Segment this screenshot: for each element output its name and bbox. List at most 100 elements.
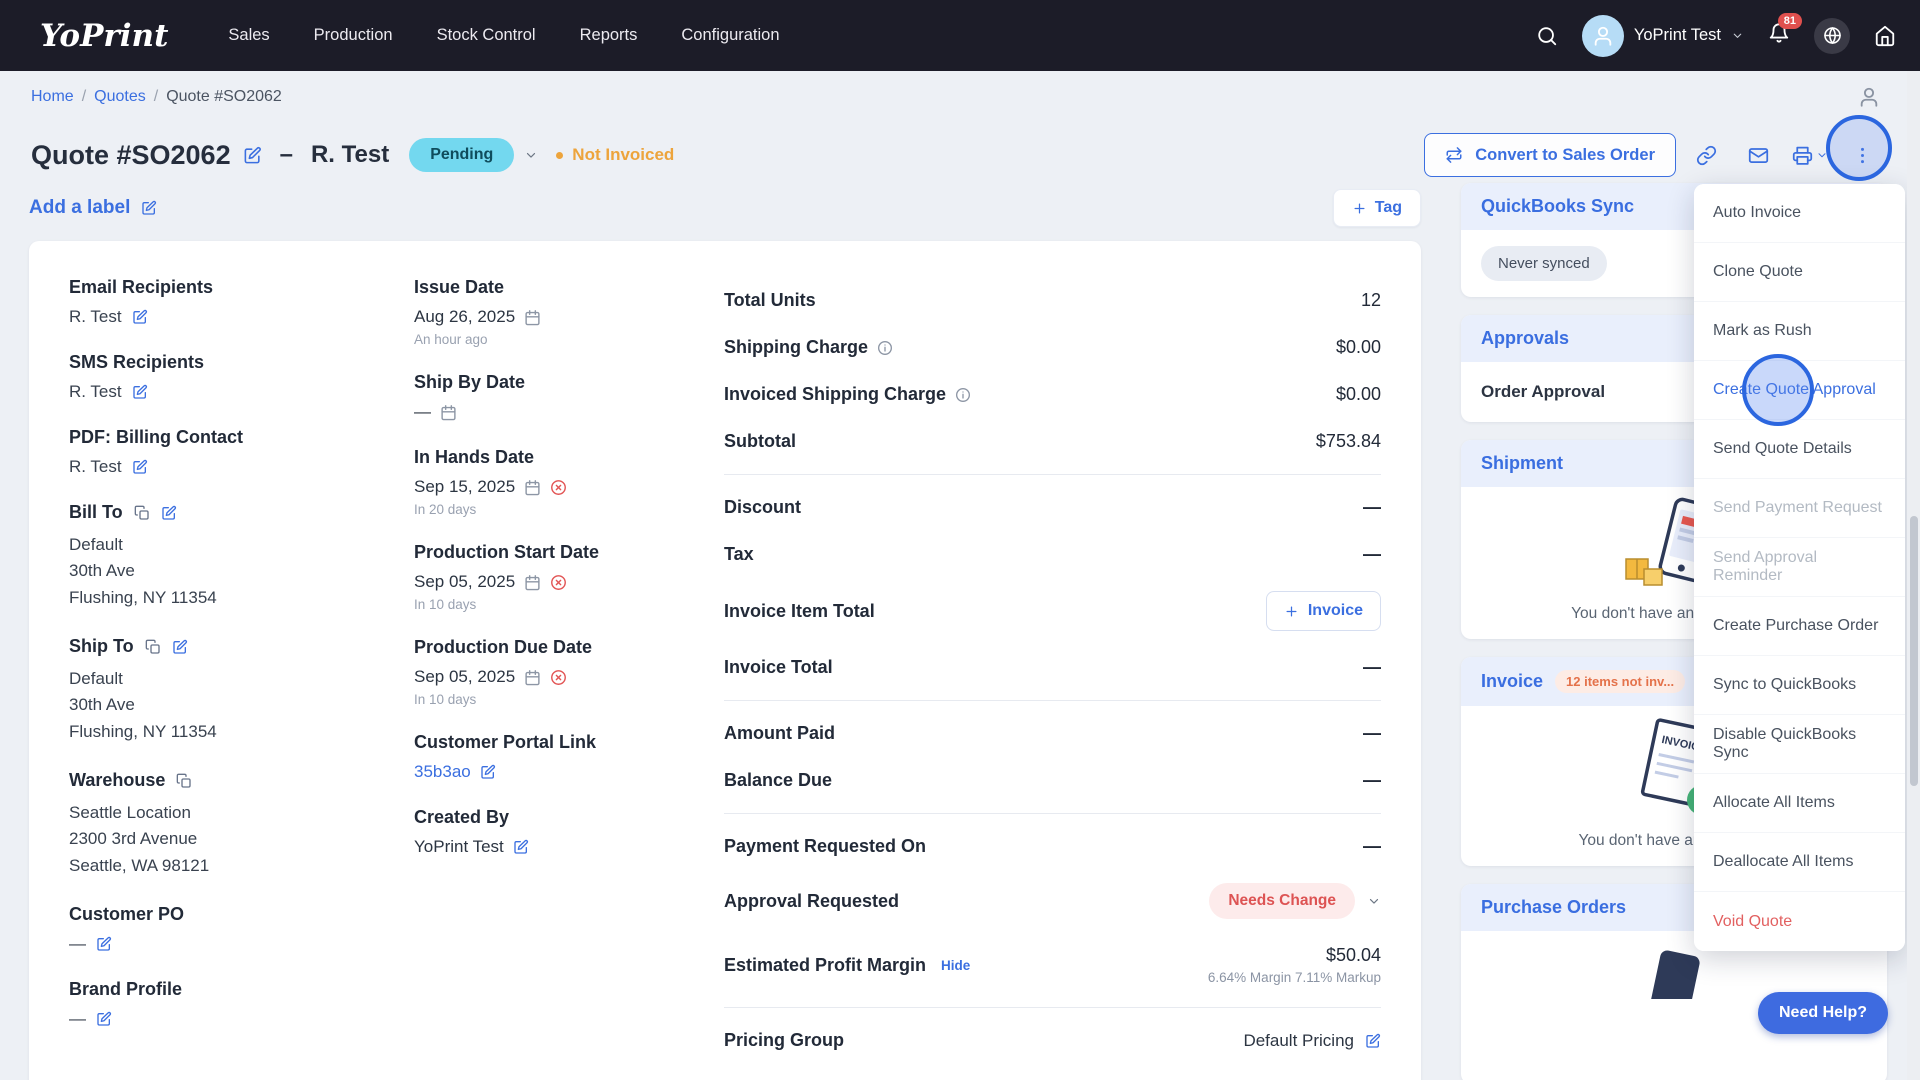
- needs-change-badge[interactable]: Needs Change: [1209, 883, 1355, 919]
- edit-ship-to-icon[interactable]: [172, 639, 188, 655]
- ship-by-date-calendar-icon[interactable]: [440, 404, 457, 421]
- add-tag-button[interactable]: Tag: [1332, 189, 1421, 227]
- production-due-calendar-icon[interactable]: [524, 669, 541, 686]
- balance-due-row: Balance Due —: [724, 757, 1381, 804]
- notifications-button[interactable]: 81: [1768, 13, 1802, 49]
- nav-configuration[interactable]: Configuration: [681, 26, 780, 44]
- copy-link-button[interactable]: [1684, 133, 1728, 177]
- production-due-date-label: Production Due Date: [414, 637, 593, 657]
- search-icon[interactable]: [1536, 25, 1558, 47]
- edit-customer-po-icon[interactable]: [96, 936, 112, 952]
- edit-email-recipients-icon[interactable]: [132, 309, 148, 325]
- in-hands-date-note: In 20 days: [414, 502, 477, 517]
- menu-item-create-quote-approval[interactable]: Create Quote Approval: [1694, 361, 1905, 420]
- more-actions-button[interactable]: [1840, 133, 1884, 177]
- globe-button[interactable]: [1814, 17, 1850, 54]
- menu-item-void-quote[interactable]: Void Quote: [1694, 892, 1905, 951]
- nav-sales[interactable]: Sales: [228, 26, 270, 44]
- contact-profile-icon[interactable]: [1858, 86, 1880, 108]
- edit-portal-link-icon[interactable]: [480, 764, 496, 780]
- need-help-button[interactable]: Need Help?: [1758, 992, 1889, 1034]
- add-invoice-button[interactable]: Invoice: [1265, 591, 1381, 631]
- payment-requested-value: —: [1363, 836, 1381, 856]
- production-start-calendar-icon[interactable]: [524, 574, 541, 591]
- edit-quote-title-icon[interactable]: [243, 146, 262, 165]
- pricing-group-row: Pricing Group Default Pricing: [724, 1017, 1381, 1064]
- menu-item-create-purchase-order[interactable]: Create Purchase Order: [1694, 597, 1905, 656]
- invoice-title: Invoice: [1481, 671, 1544, 691]
- edit-bill-to-icon[interactable]: [161, 505, 177, 521]
- ship-to-label: Ship To: [69, 636, 134, 657]
- balance-due-value: —: [1363, 770, 1381, 790]
- shipping-info-icon[interactable]: [877, 340, 893, 356]
- copy-ship-to-icon[interactable]: [145, 639, 161, 655]
- warehouse-line: Seattle Location: [69, 803, 191, 823]
- customer-portal-link[interactable]: 35b3ao: [414, 762, 471, 781]
- status-chevron-icon[interactable]: [524, 148, 538, 162]
- menu-item-auto-invoice[interactable]: Auto Invoice: [1694, 184, 1905, 243]
- copy-bill-to-icon[interactable]: [134, 505, 150, 521]
- menu-item-send-approval-reminder: Send Approval Reminder: [1694, 538, 1905, 597]
- edit-pdf-billing-contact-icon[interactable]: [132, 459, 148, 475]
- menu-item-disable-quickbooks-sync[interactable]: Disable QuickBooks Sync: [1694, 715, 1905, 774]
- plus-icon: [1352, 201, 1367, 216]
- warehouse-block: Warehouse Seattle Location 2300 3rd Aven…: [69, 770, 414, 879]
- invoiced-shipping-info-icon[interactable]: [955, 387, 971, 403]
- issue-date-value: Aug 26, 2025: [414, 307, 516, 326]
- clear-production-due-icon[interactable]: [550, 669, 567, 686]
- edit-pricing-group-icon[interactable]: [1365, 1033, 1381, 1049]
- approval-chevron-icon[interactable]: [1367, 894, 1381, 908]
- nav-production[interactable]: Production: [313, 26, 393, 44]
- user-name: YoPrint Test: [1633, 26, 1721, 44]
- edit-brand-profile-icon[interactable]: [96, 1011, 112, 1027]
- hide-margin-link[interactable]: Hide: [941, 957, 971, 973]
- ship-by-date-block: Ship By Date —: [414, 372, 724, 422]
- nav-stock-control[interactable]: Stock Control: [436, 26, 536, 44]
- menu-item-mark-as-rush[interactable]: Mark as Rush: [1694, 302, 1905, 361]
- balance-due-label: Balance Due: [724, 770, 833, 790]
- shipment-title: Shipment: [1481, 453, 1564, 473]
- add-label-button[interactable]: Add a label: [29, 197, 157, 219]
- issue-date-calendar-icon[interactable]: [524, 309, 541, 326]
- divider: [724, 1007, 1381, 1008]
- yoprint-logo[interactable]: YoPrint: [40, 17, 169, 54]
- approval-item-order[interactable]: Order Approval: [1481, 382, 1606, 401]
- scrollbar-thumb[interactable]: [1910, 516, 1918, 786]
- menu-item-deallocate-all-items[interactable]: Deallocate All Items: [1694, 833, 1905, 892]
- production-start-date-label: Production Start Date: [414, 542, 600, 562]
- label-row: Add a label Tag: [29, 181, 1421, 241]
- home-icon[interactable]: [1874, 25, 1896, 47]
- user-menu[interactable]: YoPrint Test: [1581, 14, 1744, 57]
- invoice-total-row: Invoice Total —: [724, 644, 1381, 691]
- nav-reports[interactable]: Reports: [579, 26, 638, 44]
- convert-to-sales-order-button[interactable]: Convert to Sales Order: [1424, 133, 1676, 177]
- edit-sms-recipients-icon[interactable]: [132, 384, 148, 400]
- ship-to-line: 30th Ave: [69, 695, 135, 715]
- main-nav: Sales Production Stock Control Reports C…: [206, 14, 801, 57]
- ship-by-date-value: —: [414, 402, 431, 421]
- status-badge[interactable]: Pending: [409, 138, 515, 172]
- breadcrumb-quotes[interactable]: Quotes: [94, 88, 146, 105]
- quickbooks-sync-title: QuickBooks Sync: [1481, 196, 1635, 216]
- bill-to-line: Default: [69, 535, 123, 554]
- production-due-date-note: In 10 days: [414, 692, 477, 707]
- copy-warehouse-icon[interactable]: [176, 773, 192, 789]
- menu-item-send-quote-details[interactable]: Send Quote Details: [1694, 420, 1905, 479]
- menu-item-clone-quote[interactable]: Clone Quote: [1694, 243, 1905, 302]
- bill-to-line: 30th Ave: [69, 561, 135, 581]
- customer-name[interactable]: R. Test: [310, 141, 390, 168]
- email-button[interactable]: [1736, 133, 1780, 177]
- breadcrumb-home[interactable]: Home: [31, 88, 74, 105]
- clear-in-hands-date-icon[interactable]: [550, 479, 567, 496]
- in-hands-date-calendar-icon[interactable]: [524, 479, 541, 496]
- menu-item-sync-to-quickbooks[interactable]: Sync to QuickBooks: [1694, 656, 1905, 715]
- purchase-orders-illustration: [1648, 950, 1700, 999]
- edit-created-by-icon[interactable]: [513, 839, 529, 855]
- ship-to-line: Flushing, NY 11354: [69, 721, 217, 741]
- menu-item-allocate-all-items[interactable]: Allocate All Items: [1694, 774, 1905, 833]
- clear-production-start-icon[interactable]: [550, 574, 567, 591]
- print-button[interactable]: [1788, 133, 1832, 177]
- breadcrumb-separator: [154, 88, 158, 106]
- title-dash: –: [279, 141, 293, 168]
- page-header: Quote #SO2062 – R. Test Pending Not Invo…: [0, 123, 1920, 181]
